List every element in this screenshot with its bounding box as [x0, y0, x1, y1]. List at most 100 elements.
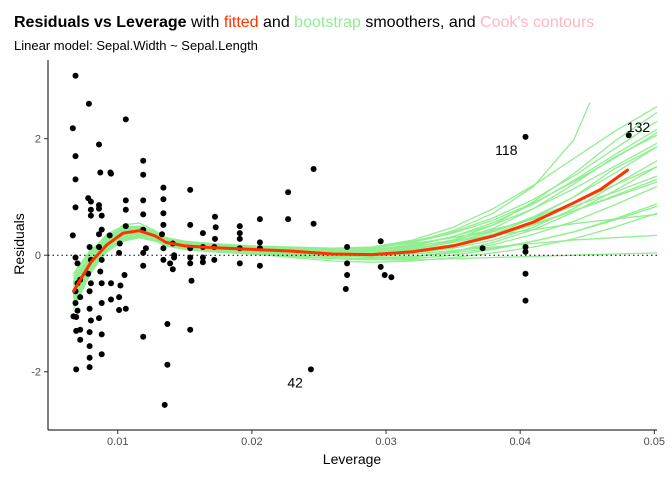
data-point	[212, 224, 219, 231]
chart-subtitle: Linear model: Sepal.Width ~ Sepal.Length	[14, 38, 258, 53]
data-point	[236, 223, 243, 230]
data-point	[342, 286, 349, 292]
data-point	[98, 331, 105, 338]
data-point	[72, 254, 79, 261]
data-point	[285, 189, 292, 196]
data-point	[122, 223, 129, 230]
data-point	[522, 270, 529, 277]
data-point	[117, 282, 124, 289]
data-point	[160, 184, 167, 191]
data-point	[236, 235, 243, 242]
x-tick-label: 0.05	[644, 436, 665, 448]
data-point	[140, 262, 147, 269]
data-point	[164, 361, 171, 368]
data-point	[96, 205, 102, 212]
data-point	[86, 305, 93, 312]
data-point	[164, 321, 171, 327]
data-point	[98, 351, 105, 358]
data-point	[121, 272, 128, 278]
data-point	[122, 116, 129, 123]
title-bootstrap-word: bootstrap	[294, 14, 361, 31]
data-point	[85, 195, 92, 202]
data-point	[85, 270, 92, 277]
data-point	[69, 125, 76, 132]
chart-title: Residuals vs Leverage with fitted and bo…	[14, 14, 594, 31]
data-point	[344, 272, 351, 278]
data-point	[108, 170, 114, 177]
point-label: 42	[287, 374, 303, 390]
data-point	[522, 297, 529, 304]
data-point	[479, 245, 486, 252]
fitted-line	[72, 168, 629, 293]
bootstrap-curve	[72, 237, 658, 304]
data-point	[86, 288, 93, 295]
data-point	[310, 166, 317, 172]
title-part-with: with	[187, 14, 224, 31]
x-tick-label: 0.01	[107, 436, 128, 448]
data-point	[86, 329, 93, 336]
fitted-smoother	[72, 168, 629, 293]
data-point	[98, 280, 105, 287]
data-point	[98, 300, 105, 306]
data-point	[86, 343, 93, 350]
data-point	[212, 213, 218, 220]
data-point	[187, 326, 194, 333]
data-point	[87, 206, 94, 213]
data-point	[171, 254, 178, 261]
y-axis-title: Residuals	[11, 213, 27, 274]
data-point	[72, 176, 79, 183]
data-point	[160, 245, 167, 252]
data-point	[188, 277, 195, 284]
point-label: 132	[627, 119, 651, 135]
x-tick-label: 0.03	[375, 436, 396, 448]
data-point	[72, 153, 79, 160]
data-point	[167, 260, 174, 267]
data-point	[106, 232, 113, 239]
data-point	[169, 266, 176, 273]
data-point	[285, 216, 292, 223]
data-point	[86, 364, 93, 371]
bootstrap-curve	[72, 102, 591, 297]
data-point	[74, 307, 81, 314]
data-point	[108, 296, 114, 303]
data-point	[116, 240, 123, 247]
data-point	[122, 206, 129, 213]
data-point	[160, 221, 167, 228]
data-point	[140, 249, 147, 256]
x-axis-ticks: 0.01 0.02 0.03 0.04 0.05	[107, 430, 665, 448]
data-point	[211, 256, 218, 263]
data-point	[310, 220, 317, 227]
data-point	[72, 300, 79, 306]
data-point	[77, 336, 84, 343]
data-point	[377, 263, 384, 270]
data-point	[522, 248, 529, 255]
data-point	[122, 305, 129, 312]
x-tick-label: 0.04	[509, 436, 530, 448]
title-bold-part: Residuals vs Leverage	[14, 14, 187, 31]
data-point	[96, 231, 102, 238]
data-point	[140, 211, 147, 218]
title-cooks-word: Cook's contours	[480, 14, 594, 31]
data-point	[87, 280, 94, 287]
data-point	[307, 366, 314, 373]
bootstrap-curve	[72, 146, 658, 295]
data-point	[73, 327, 80, 334]
data-point	[116, 307, 123, 313]
data-point	[122, 197, 129, 204]
data-point	[140, 333, 147, 340]
data-point	[160, 196, 167, 203]
data-point	[256, 239, 263, 246]
data-points	[69, 72, 632, 408]
data-point	[344, 244, 351, 250]
data-point	[199, 259, 206, 266]
x-axis-title: Leverage	[323, 451, 382, 467]
data-point	[73, 366, 80, 373]
data-point	[72, 72, 79, 79]
data-point	[187, 254, 194, 261]
data-point	[98, 226, 105, 233]
data-point	[97, 268, 104, 275]
data-point	[77, 294, 84, 301]
data-point	[86, 354, 93, 361]
data-point	[86, 244, 93, 250]
title-part-and: and	[259, 14, 295, 31]
